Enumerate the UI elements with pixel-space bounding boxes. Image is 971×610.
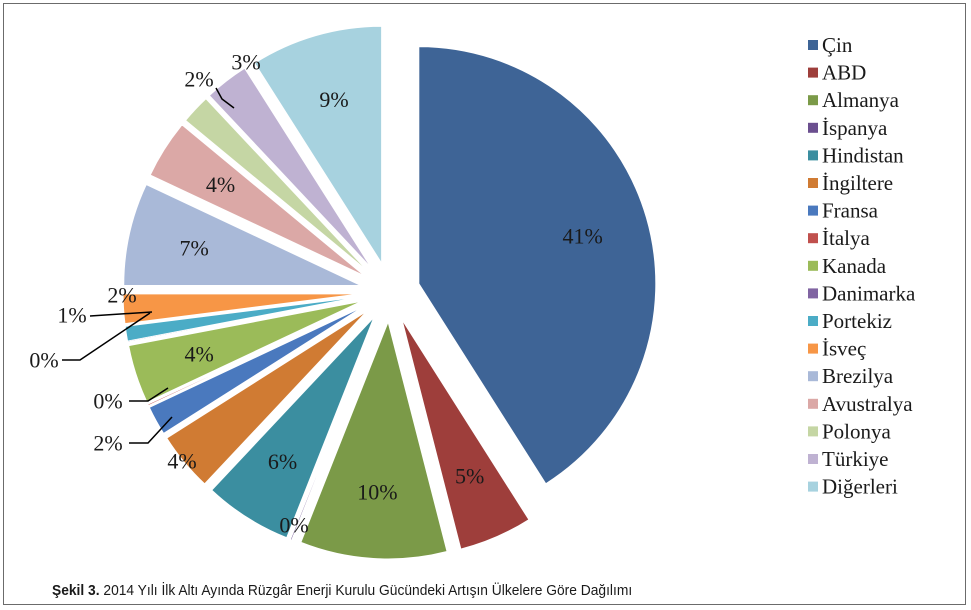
slice-turkiye (208, 67, 373, 269)
legend-label: Diğerleri (822, 475, 898, 499)
caption-text: 2014 Yılı İlk Altı Ayında Rüzgâr Enerji … (99, 582, 633, 599)
data-label-portekiz: 1% (57, 303, 86, 328)
slice-labels: 41% 5% 10% 0% 6% 4% 2% 0% 4% 0% 1% 2% 7% 4% 2% 3% 9% (29, 50, 603, 538)
legend-item-hindistan: Hindistan (808, 143, 904, 167)
legend-item-kanada: Kanada (808, 254, 887, 278)
legend-swatch (808, 205, 818, 216)
legend-item-brezilya: Brezilya (808, 364, 894, 388)
slice-ispanya (289, 319, 380, 541)
leader-line-fransa (129, 416, 173, 444)
legend-swatch (808, 288, 818, 299)
legend-swatch (808, 178, 818, 188)
chart-frame (3, 3, 966, 605)
legend-label: Danimarka (822, 281, 916, 305)
caption-label: Şekil 3. (52, 582, 100, 599)
data-label-almanya: 10% (357, 480, 397, 505)
slice-cin (418, 46, 657, 485)
slice-digerleri (253, 25, 383, 265)
legend-item-isvec: İsveç (808, 337, 866, 361)
data-label-brezilya: 7% (180, 236, 209, 261)
legend-swatch (808, 398, 818, 409)
legend-swatch (808, 260, 818, 271)
legend-swatch (808, 150, 818, 161)
legend-label: Kanada (822, 254, 887, 278)
legend-item-fransa: Fransa (808, 199, 879, 223)
leader-line-danimarka (62, 312, 151, 361)
pie-slices (122, 25, 657, 560)
slice-hindistan (210, 316, 375, 539)
leader-line-portekiz (89, 311, 153, 317)
legend-label: İngiltere (822, 171, 893, 195)
slice-brezilya (123, 183, 361, 286)
data-label-fransa: 2% (93, 431, 122, 456)
legend-item-almanya: Almanya (808, 88, 900, 112)
legend-item-avustralya: Avustralya (808, 392, 913, 416)
slice-abd (401, 319, 530, 550)
leader-line-polonya (215, 87, 235, 109)
legend-label: İsveç (822, 337, 866, 361)
slice-italya (147, 304, 364, 407)
data-label-kanada: 4% (185, 342, 214, 367)
legend-item-ingiltere: İngiltere (808, 171, 893, 195)
data-label-abd: 5% (455, 464, 484, 489)
legend-item-digerleri: Diğerleri (808, 475, 898, 499)
legend-item-danimarka: Danimarka (808, 281, 916, 305)
legend-swatch (808, 426, 818, 437)
figure-caption: Şekil 3. 2014 Yılı İlk Altı Ayında Rüzgâ… (52, 582, 632, 599)
legend-item-portekiz: Portekiz (808, 309, 892, 333)
slice-ingiltere (166, 310, 368, 485)
data-label-isvec: 2% (107, 283, 136, 308)
slice-kanada (128, 300, 362, 403)
data-label-turkiye: 3% (231, 50, 260, 75)
data-label-digerleri: 9% (319, 87, 348, 112)
data-label-hindistan: 6% (268, 449, 297, 474)
data-label-italya: 0% (93, 389, 122, 414)
legend-swatch (808, 481, 818, 492)
legend-swatch (808, 40, 818, 50)
data-label-polonya: 2% (184, 67, 213, 92)
slice-almanya (300, 320, 448, 560)
legend-swatch (808, 316, 818, 326)
legend-label: Portekiz (822, 309, 892, 333)
legend-item-polonya: Polonya (808, 419, 892, 443)
slice-avustralya (149, 124, 365, 277)
legend-item-ispanya: İspanya (808, 116, 888, 140)
data-label-danimarka: 0% (29, 348, 58, 373)
legend-swatch (808, 67, 818, 78)
legend-item-cin: Çin (808, 33, 853, 57)
legend-swatch (808, 371, 818, 382)
legend-label: Fransa (822, 199, 879, 223)
legend-swatch (808, 233, 818, 244)
legend-label: İtalya (822, 226, 870, 250)
data-label-cin: 41% (563, 224, 603, 249)
slice-isvec (122, 293, 361, 325)
legend-label: Avustralya (822, 392, 913, 416)
legend-swatch (808, 343, 818, 354)
leader-line-italya (129, 387, 169, 402)
legend-item-turkiye: Türkiye (808, 447, 888, 471)
legend-item-italya: İtalya (808, 226, 870, 250)
leader-lines (62, 87, 235, 444)
slice-fransa (148, 306, 364, 435)
legend-label: Brezilya (822, 364, 894, 388)
data-label-ingiltere: 4% (167, 449, 196, 474)
legend-swatch (808, 95, 818, 106)
legend-swatch (808, 122, 818, 133)
legend-label: Almanya (822, 88, 900, 112)
legend: Çin ABD Almanya İspanya Hindistan İngiltere Fr… (808, 33, 916, 499)
legend-label: Hindistan (822, 143, 904, 167)
legend-label: Polonya (822, 419, 892, 443)
slice-portekiz (124, 296, 361, 342)
data-label-ispanya: 0% (279, 513, 308, 538)
legend-label: ABD (822, 61, 866, 85)
slice-polonya (184, 97, 369, 272)
legend-swatch (808, 454, 818, 464)
legend-label: Çin (822, 33, 853, 57)
legend-item-abd: ABD (808, 61, 866, 85)
data-label-avustralya: 4% (206, 172, 235, 197)
legend-label: Türkiye (822, 447, 888, 471)
legend-label: İspanya (822, 116, 888, 140)
